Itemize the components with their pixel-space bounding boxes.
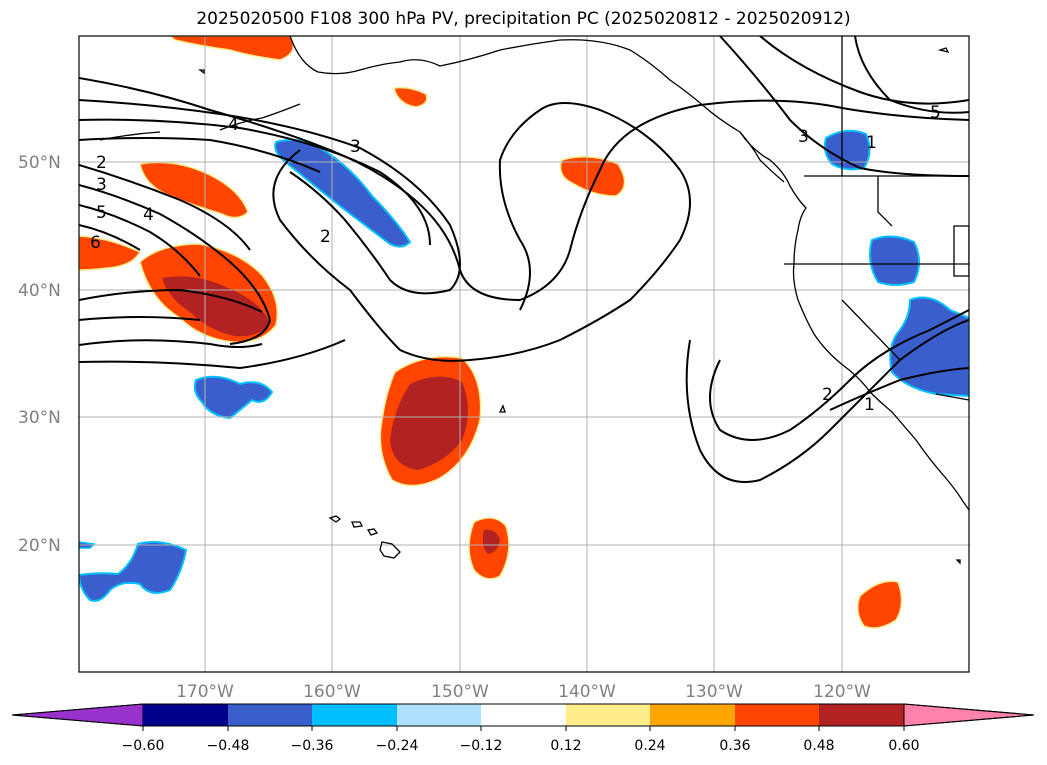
colorbar-tick-label: 0.48 xyxy=(803,738,834,754)
colorbar-tick-label: −0.24 xyxy=(376,738,419,754)
svg-text:4: 4 xyxy=(143,205,154,225)
svg-text:5: 5 xyxy=(930,103,941,123)
colorbar-ticks xyxy=(142,726,905,731)
map-frame xyxy=(78,35,970,673)
precip-positive-core xyxy=(482,529,500,554)
longitude-labels: 170°W 160°W 150°W 140°W 130°W 120°W xyxy=(176,682,871,702)
precip-positive-region xyxy=(393,86,428,108)
precip-negative-region xyxy=(193,375,274,420)
svg-text:2: 2 xyxy=(822,385,833,405)
lat-label: 40°N xyxy=(18,281,61,301)
precip-negative-region xyxy=(889,296,969,398)
colorbar-extend-left xyxy=(11,703,144,727)
colorbar-tick-label: 0.60 xyxy=(888,738,919,754)
precip-negative-region xyxy=(823,129,871,171)
svg-text:2: 2 xyxy=(320,227,331,247)
svg-text:2: 2 xyxy=(96,153,107,173)
figure-title: 2025020500 F108 300 hPa PV, precipitatio… xyxy=(196,9,851,29)
precip-positive-core xyxy=(390,376,468,470)
colorbar-segment xyxy=(735,704,819,726)
colorbar: −0.60 −0.48 −0.36 −0.24 −0.12 0.12 0.24 … xyxy=(11,703,1035,754)
colorbar-segment xyxy=(566,704,650,726)
lon-label: 150°W xyxy=(431,682,489,702)
precip-positive-region xyxy=(168,36,295,61)
colorbar-segment xyxy=(397,704,481,726)
colorbar-tick-label: 0.12 xyxy=(550,738,581,754)
precip-negative-region xyxy=(869,235,920,286)
lat-label: 20°N xyxy=(18,536,61,556)
colorbar-segment xyxy=(143,704,228,726)
latitude-labels: 50°N 40°N 30°N 20°N xyxy=(18,153,61,556)
precip-negative-region xyxy=(79,541,188,602)
colorbar-segment xyxy=(481,704,566,726)
svg-text:5: 5 xyxy=(96,203,107,223)
pv-contour-labels: 2 3 5 6 4 2 3 4 1 3 2 1 5 xyxy=(90,103,941,415)
svg-text:1: 1 xyxy=(864,395,875,415)
svg-text:3: 3 xyxy=(798,127,809,147)
lon-label: 130°W xyxy=(685,682,743,702)
precip-positive-region xyxy=(857,580,903,629)
map-area xyxy=(79,36,969,672)
svg-text:1: 1 xyxy=(866,133,877,153)
lat-label: 30°N xyxy=(18,408,61,428)
precip-positive-region xyxy=(79,235,142,271)
colorbar-segment xyxy=(819,704,904,726)
colorbar-extend-right xyxy=(903,703,1035,727)
colorbar-tick-label: −0.36 xyxy=(291,738,334,754)
lat-label: 50°N xyxy=(18,153,61,173)
lon-label: 170°W xyxy=(176,682,234,702)
svg-text:6: 6 xyxy=(90,233,101,253)
colorbar-segment xyxy=(650,704,735,726)
colorbar-segment xyxy=(312,704,397,726)
lon-label: 160°W xyxy=(303,682,361,702)
svg-text:3: 3 xyxy=(350,137,361,157)
colorbar-segment xyxy=(228,704,312,726)
colorbar-tick-label: −0.60 xyxy=(122,738,165,754)
colorbar-tick-label: −0.12 xyxy=(460,738,503,754)
lon-label: 120°W xyxy=(813,682,871,702)
lon-label: 140°W xyxy=(558,682,616,702)
svg-text:3: 3 xyxy=(96,175,107,195)
pv-contours xyxy=(79,36,969,483)
gridlines xyxy=(79,36,969,672)
precip-positive-region xyxy=(559,156,626,197)
colorbar-tick-label: 0.24 xyxy=(634,738,665,754)
svg-text:4: 4 xyxy=(228,115,239,135)
colorbar-tick-label: 0.36 xyxy=(719,738,750,754)
colorbar-tick-label: −0.48 xyxy=(207,738,250,754)
